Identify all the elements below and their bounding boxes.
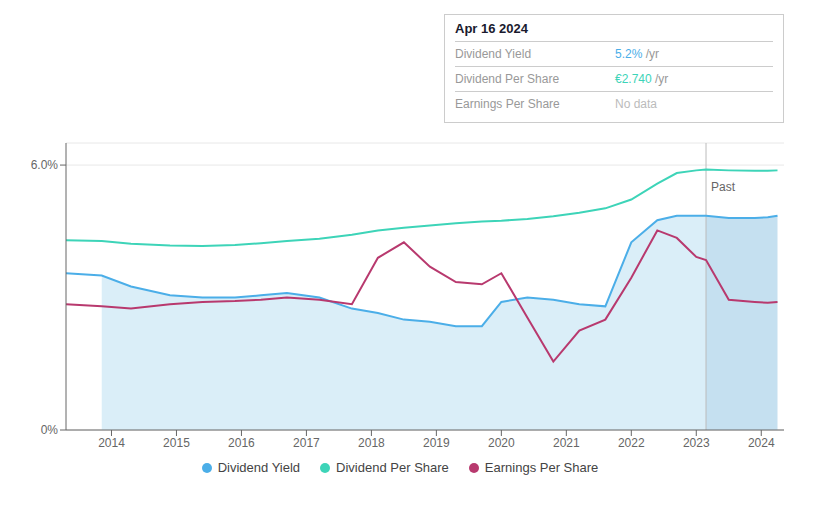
svg-text:2015: 2015 xyxy=(163,436,190,450)
svg-text:2020: 2020 xyxy=(488,436,515,450)
svg-text:2021: 2021 xyxy=(553,436,580,450)
html-text:Dividend Yield: Dividend Yield xyxy=(217,460,301,475)
html-text:Dividend Yield: Dividend Yield xyxy=(455,47,532,61)
html-text:5.2% /yr: 5.2% /yr xyxy=(615,47,659,61)
svg-text:2024: 2024 xyxy=(748,436,775,450)
svg-text:2022: 2022 xyxy=(618,436,645,450)
html-text:€2.740 /yr: €2.740 /yr xyxy=(615,72,669,86)
html-text:Earnings Per Share: Earnings Per Share xyxy=(455,97,560,111)
svg-text:2014: 2014 xyxy=(98,436,125,450)
html-text:Earnings Per Share: Earnings Per Share xyxy=(484,460,599,475)
svg-text:2023: 2023 xyxy=(683,436,710,450)
svg-text:2019: 2019 xyxy=(423,436,450,450)
svg-text:0%: 0% xyxy=(41,423,59,437)
html-text:Dividend Per Share: Dividend Per Share xyxy=(455,72,560,86)
svg-text:2017: 2017 xyxy=(293,436,320,450)
svg-text:6.0%: 6.0% xyxy=(31,158,59,172)
html-text:Dividend Per Share: Dividend Per Share xyxy=(336,460,449,475)
svg-text:2016: 2016 xyxy=(228,436,255,450)
html-text:No data: No data xyxy=(615,97,657,111)
svg-text:Past: Past xyxy=(711,180,736,194)
html-text:Apr 16 2024: Apr 16 2024 xyxy=(455,21,528,36)
svg-text:2018: 2018 xyxy=(358,436,385,450)
